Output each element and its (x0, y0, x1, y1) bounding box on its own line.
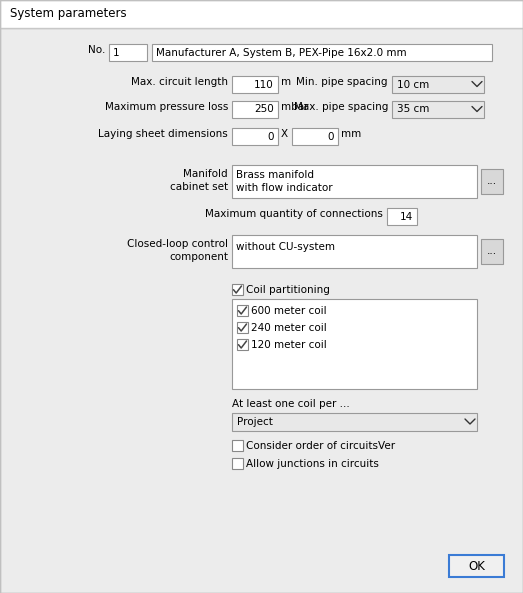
Bar (232, 299, 477, 389)
Bar (237, 305, 248, 316)
Text: 1: 1 (113, 47, 120, 58)
Text: Laying sheet dimensions: Laying sheet dimensions (98, 129, 228, 139)
Bar (292, 128, 338, 145)
Text: Project: Project (237, 417, 273, 427)
Text: Manifold: Manifold (184, 169, 228, 179)
Text: 250: 250 (254, 104, 274, 114)
Text: 0: 0 (267, 132, 274, 142)
Text: At least one coil per ...: At least one coil per ... (232, 399, 350, 409)
Text: Maximum pressure loss: Maximum pressure loss (105, 102, 228, 112)
Text: mbar: mbar (281, 102, 309, 112)
Text: Brass manifold: Brass manifold (236, 170, 314, 180)
Text: 120 meter coil: 120 meter coil (251, 340, 327, 350)
Bar (237, 339, 248, 350)
Bar (481, 239, 503, 264)
Text: 10 cm: 10 cm (397, 79, 429, 90)
Bar (232, 128, 278, 145)
Bar (232, 101, 278, 118)
Text: No.: No. (88, 45, 105, 55)
Text: Max. circuit length: Max. circuit length (131, 77, 228, 87)
Text: with flow indicator: with flow indicator (236, 183, 333, 193)
Bar (481, 169, 503, 194)
Bar (232, 76, 278, 93)
Text: Consider order of circuitsVer: Consider order of circuitsVer (246, 441, 395, 451)
Bar (232, 413, 477, 431)
Text: 0: 0 (327, 132, 334, 142)
Text: Allow junctions in circuits: Allow junctions in circuits (246, 459, 379, 469)
Bar (232, 235, 477, 268)
Bar (449, 555, 504, 577)
Text: 110: 110 (254, 79, 274, 90)
Bar (0, 0, 523, 28)
Text: cabinet set: cabinet set (170, 182, 228, 192)
Text: 35 cm: 35 cm (397, 104, 429, 114)
Bar (232, 284, 243, 295)
Text: without CU-system: without CU-system (236, 242, 335, 252)
Text: Coil partitioning: Coil partitioning (246, 285, 330, 295)
Bar (152, 44, 492, 61)
Text: 240 meter coil: 240 meter coil (251, 323, 327, 333)
Bar (387, 208, 417, 225)
Text: Manufacturer A, System B, PEX-Pipe 16x2.0 mm: Manufacturer A, System B, PEX-Pipe 16x2.… (156, 47, 406, 58)
Text: mm: mm (341, 129, 361, 139)
Text: Maximum quantity of connections: Maximum quantity of connections (205, 209, 383, 219)
Text: Max. pipe spacing: Max. pipe spacing (293, 102, 388, 112)
Bar (392, 76, 484, 93)
Bar (232, 458, 243, 469)
Text: OK: OK (468, 560, 485, 572)
Bar (237, 322, 248, 333)
Text: 14: 14 (400, 212, 413, 222)
Text: ...: ... (487, 247, 497, 257)
Text: m: m (281, 77, 291, 87)
Bar (109, 44, 147, 61)
Text: System parameters: System parameters (10, 7, 127, 20)
Bar (232, 165, 477, 198)
Text: ...: ... (487, 177, 497, 187)
Text: Min. pipe spacing: Min. pipe spacing (297, 77, 388, 87)
Bar (232, 440, 243, 451)
Text: 600 meter coil: 600 meter coil (251, 306, 327, 316)
Text: Closed-loop control: Closed-loop control (127, 239, 228, 249)
Text: X: X (281, 129, 288, 139)
Bar (392, 101, 484, 118)
Text: component: component (169, 252, 228, 262)
